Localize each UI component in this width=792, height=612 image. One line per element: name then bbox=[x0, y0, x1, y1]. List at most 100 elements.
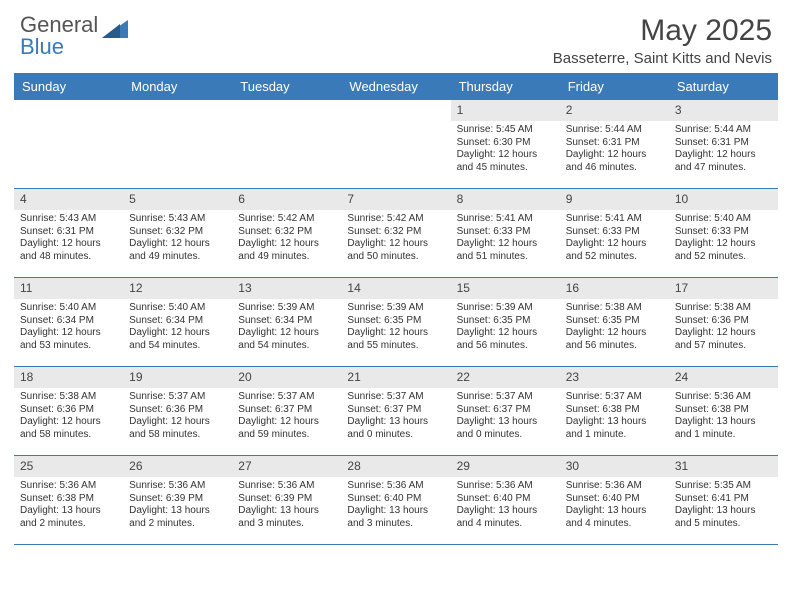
sunset-text: Sunset: 6:36 PM bbox=[20, 404, 117, 417]
calendar-cell: 3 Sunrise: 5:44 AMSunset: 6:31 PMDaylight… bbox=[669, 100, 778, 188]
day-number: 26 bbox=[123, 456, 232, 477]
day-number: 27 bbox=[232, 456, 341, 477]
sunset-text: Sunset: 6:41 PM bbox=[675, 493, 772, 506]
calendar-cell: 25Sunrise: 5:36 AMSunset: 6:38 PMDayligh… bbox=[14, 456, 123, 544]
day-header-thursday: Thursday bbox=[451, 73, 560, 100]
daylight-text: Daylight: 12 hours and 49 minutes. bbox=[129, 238, 226, 263]
sunrise-text: Sunrise: 5:36 AM bbox=[675, 391, 772, 404]
calendar-cell: 13Sunrise: 5:39 AMSunset: 6:34 PMDayligh… bbox=[232, 278, 341, 366]
day-header-wednesday: Wednesday bbox=[341, 73, 450, 100]
calendar-cell: 5Sunrise: 5:43 AMSunset: 6:32 PMDaylight… bbox=[123, 189, 232, 277]
daylight-text: Daylight: 13 hours and 0 minutes. bbox=[347, 416, 444, 441]
day-number: 31 bbox=[669, 456, 778, 477]
sunrise-text: Sunrise: 5:38 AM bbox=[20, 391, 117, 404]
day-number: 3 bbox=[669, 100, 778, 121]
day-header-saturday: Saturday bbox=[669, 73, 778, 100]
calendar-cell: 30Sunrise: 5:36 AMSunset: 6:40 PMDayligh… bbox=[560, 456, 669, 544]
daylight-text: Daylight: 12 hours and 59 minutes. bbox=[238, 416, 335, 441]
daylight-text: Daylight: 12 hours and 51 minutes. bbox=[457, 238, 554, 263]
sunrise-text: Sunrise: 5:41 AM bbox=[457, 213, 554, 226]
week-row: 1Sunrise: 5:45 AMSunset: 6:30 PMDaylight… bbox=[14, 100, 778, 189]
day-number: 9 bbox=[560, 189, 669, 210]
calendar-cell-empty bbox=[123, 100, 232, 188]
calendar-cell: 20 Sunrise: 5:37 AMSunset: 6:37 PMDayligh… bbox=[232, 367, 341, 455]
sunrise-text: Sunrise: 5:42 AM bbox=[347, 213, 444, 226]
daylight-text: Daylight: 13 hours and 3 minutes. bbox=[347, 505, 444, 530]
day-number: 24 bbox=[669, 367, 778, 388]
calendar-cell: 11Sunrise: 5:40 AMSunset: 6:34 PMDayligh… bbox=[14, 278, 123, 366]
sunrise-text: Sunrise: 5:38 AM bbox=[566, 302, 663, 315]
sunset-text: Sunset: 6:37 PM bbox=[457, 404, 554, 417]
daylight-text: Daylight: 12 hours and 54 minutes. bbox=[129, 327, 226, 352]
sunset-text: Sunset: 6:33 PM bbox=[675, 226, 772, 239]
sunrise-text: Sunrise: 5:36 AM bbox=[20, 480, 117, 493]
sunrise-text: Sunrise: 5:43 AM bbox=[129, 213, 226, 226]
daylight-text: Daylight: 12 hours and 57 minutes. bbox=[675, 327, 772, 352]
sunset-text: Sunset: 6:34 PM bbox=[129, 315, 226, 328]
day-number: 20 bbox=[232, 367, 341, 388]
calendar-cell: 26 Sunrise: 5:36 AMSunset: 6:39 PMDayligh… bbox=[123, 456, 232, 544]
day-header-row: SundayMondayTuesdayWednesdayThursdayFrid… bbox=[14, 73, 778, 100]
sunset-text: Sunset: 6:40 PM bbox=[566, 493, 663, 506]
sunset-text: Sunset: 6:36 PM bbox=[675, 315, 772, 328]
page-subtitle: Basseterre, Saint Kitts and Nevis bbox=[553, 50, 772, 67]
sunset-text: Sunset: 6:34 PM bbox=[20, 315, 117, 328]
sunrise-text: Sunrise: 5:44 AM bbox=[566, 124, 663, 137]
sunrise-text: Sunrise: 5:44 AM bbox=[675, 124, 772, 137]
sunset-text: Sunset: 6:32 PM bbox=[129, 226, 226, 239]
page-title: May 2025 bbox=[553, 14, 772, 48]
calendar-cell: 19Sunrise: 5:37 AMSunset: 6:36 PMDayligh… bbox=[123, 367, 232, 455]
daylight-text: Daylight: 13 hours and 2 minutes. bbox=[129, 505, 226, 530]
daylight-text: Daylight: 13 hours and 4 minutes. bbox=[566, 505, 663, 530]
day-number: 16 bbox=[560, 278, 669, 299]
daylight-text: Daylight: 12 hours and 52 minutes. bbox=[566, 238, 663, 263]
day-number: 6 bbox=[232, 189, 341, 210]
sunset-text: Sunset: 6:37 PM bbox=[238, 404, 335, 417]
day-number: 15 bbox=[451, 278, 560, 299]
sunrise-text: Sunrise: 5:45 AM bbox=[457, 124, 554, 137]
sunset-text: Sunset: 6:40 PM bbox=[457, 493, 554, 506]
sunrise-text: Sunrise: 5:40 AM bbox=[129, 302, 226, 315]
sunset-text: Sunset: 6:31 PM bbox=[675, 137, 772, 150]
logo: General Blue bbox=[20, 14, 128, 58]
calendar-cell: 24Sunrise: 5:36 AMSunset: 6:38 PMDayligh… bbox=[669, 367, 778, 455]
day-number: 11 bbox=[14, 278, 123, 299]
logo-triangle-icon bbox=[102, 16, 128, 38]
sunrise-text: Sunrise: 5:37 AM bbox=[566, 391, 663, 404]
day-number: 2 bbox=[560, 100, 669, 121]
sunset-text: Sunset: 6:34 PM bbox=[238, 315, 335, 328]
daylight-text: Daylight: 12 hours and 58 minutes. bbox=[129, 416, 226, 441]
week-row: 25Sunrise: 5:36 AMSunset: 6:38 PMDayligh… bbox=[14, 456, 778, 545]
sunrise-text: Sunrise: 5:37 AM bbox=[238, 391, 335, 404]
daylight-text: Daylight: 12 hours and 47 minutes. bbox=[675, 149, 772, 174]
sunrise-text: Sunrise: 5:43 AM bbox=[20, 213, 117, 226]
sunrise-text: Sunrise: 5:36 AM bbox=[129, 480, 226, 493]
daylight-text: Daylight: 12 hours and 52 minutes. bbox=[675, 238, 772, 263]
day-number: 21 bbox=[341, 367, 450, 388]
calendar-cell: 7Sunrise: 5:42 AMSunset: 6:32 PMDaylight… bbox=[341, 189, 450, 277]
day-number: 18 bbox=[14, 367, 123, 388]
sunset-text: Sunset: 6:36 PM bbox=[129, 404, 226, 417]
day-number: 12 bbox=[123, 278, 232, 299]
calendar-cell: 4Sunrise: 5:43 AMSunset: 6:31 PMDaylight… bbox=[14, 189, 123, 277]
day-header-monday: Monday bbox=[123, 73, 232, 100]
title-block: May 2025 Basseterre, Saint Kitts and Nev… bbox=[553, 14, 772, 67]
calendar-cell: 6Sunrise: 5:42 AMSunset: 6:32 PMDaylight… bbox=[232, 189, 341, 277]
sunrise-text: Sunrise: 5:39 AM bbox=[457, 302, 554, 315]
header: General Blue May 2025 Basseterre, Saint … bbox=[0, 0, 792, 73]
calendar-cell-empty bbox=[341, 100, 450, 188]
sunset-text: Sunset: 6:39 PM bbox=[238, 493, 335, 506]
daylight-text: Daylight: 12 hours and 55 minutes. bbox=[347, 327, 444, 352]
calendar-cell: 10Sunrise: 5:40 AMSunset: 6:33 PMDayligh… bbox=[669, 189, 778, 277]
calendar-cell: 21Sunrise: 5:37 AMSunset: 6:37 PMDayligh… bbox=[341, 367, 450, 455]
sunset-text: Sunset: 6:37 PM bbox=[347, 404, 444, 417]
calendar-cell: 15Sunrise: 5:39 AMSunset: 6:35 PMDayligh… bbox=[451, 278, 560, 366]
daylight-text: Daylight: 13 hours and 1 minute. bbox=[566, 416, 663, 441]
sunrise-text: Sunrise: 5:41 AM bbox=[566, 213, 663, 226]
day-number: 19 bbox=[123, 367, 232, 388]
calendar: SundayMondayTuesdayWednesdayThursdayFrid… bbox=[0, 73, 792, 545]
calendar-cell: 14Sunrise: 5:39 AMSunset: 6:35 PMDayligh… bbox=[341, 278, 450, 366]
day-header-tuesday: Tuesday bbox=[232, 73, 341, 100]
calendar-cell: 29Sunrise: 5:36 AMSunset: 6:40 PMDayligh… bbox=[451, 456, 560, 544]
sunset-text: Sunset: 6:39 PM bbox=[129, 493, 226, 506]
